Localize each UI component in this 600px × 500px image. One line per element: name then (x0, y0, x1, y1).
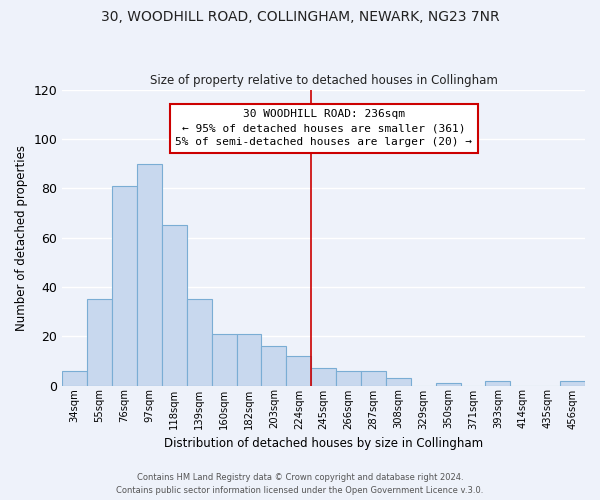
Bar (336, 370, 361, 386)
Bar (137, 164, 162, 386)
X-axis label: Distribution of detached houses by size in Collingham: Distribution of detached houses by size … (164, 437, 483, 450)
Text: 30 WOODHILL ROAD: 236sqm
← 95% of detached houses are smaller (361)
5% of semi-d: 30 WOODHILL ROAD: 236sqm ← 95% of detach… (175, 110, 472, 148)
Bar (187, 299, 212, 386)
Bar (62, 370, 87, 386)
Text: Contains HM Land Registry data © Crown copyright and database right 2024.
Contai: Contains HM Land Registry data © Crown c… (116, 474, 484, 495)
Bar (262, 346, 286, 386)
Bar (436, 383, 461, 386)
Bar (386, 378, 411, 386)
Text: 30, WOODHILL ROAD, COLLINGHAM, NEWARK, NG23 7NR: 30, WOODHILL ROAD, COLLINGHAM, NEWARK, N… (101, 10, 499, 24)
Bar (112, 186, 137, 386)
Title: Size of property relative to detached houses in Collingham: Size of property relative to detached ho… (150, 74, 497, 87)
Bar (212, 334, 236, 386)
Bar (361, 370, 386, 386)
Bar (485, 380, 511, 386)
Bar (311, 368, 336, 386)
Bar (560, 380, 585, 386)
Bar (162, 225, 187, 386)
Bar (236, 334, 262, 386)
Y-axis label: Number of detached properties: Number of detached properties (15, 144, 28, 330)
Bar (87, 299, 112, 386)
Bar (286, 356, 311, 386)
